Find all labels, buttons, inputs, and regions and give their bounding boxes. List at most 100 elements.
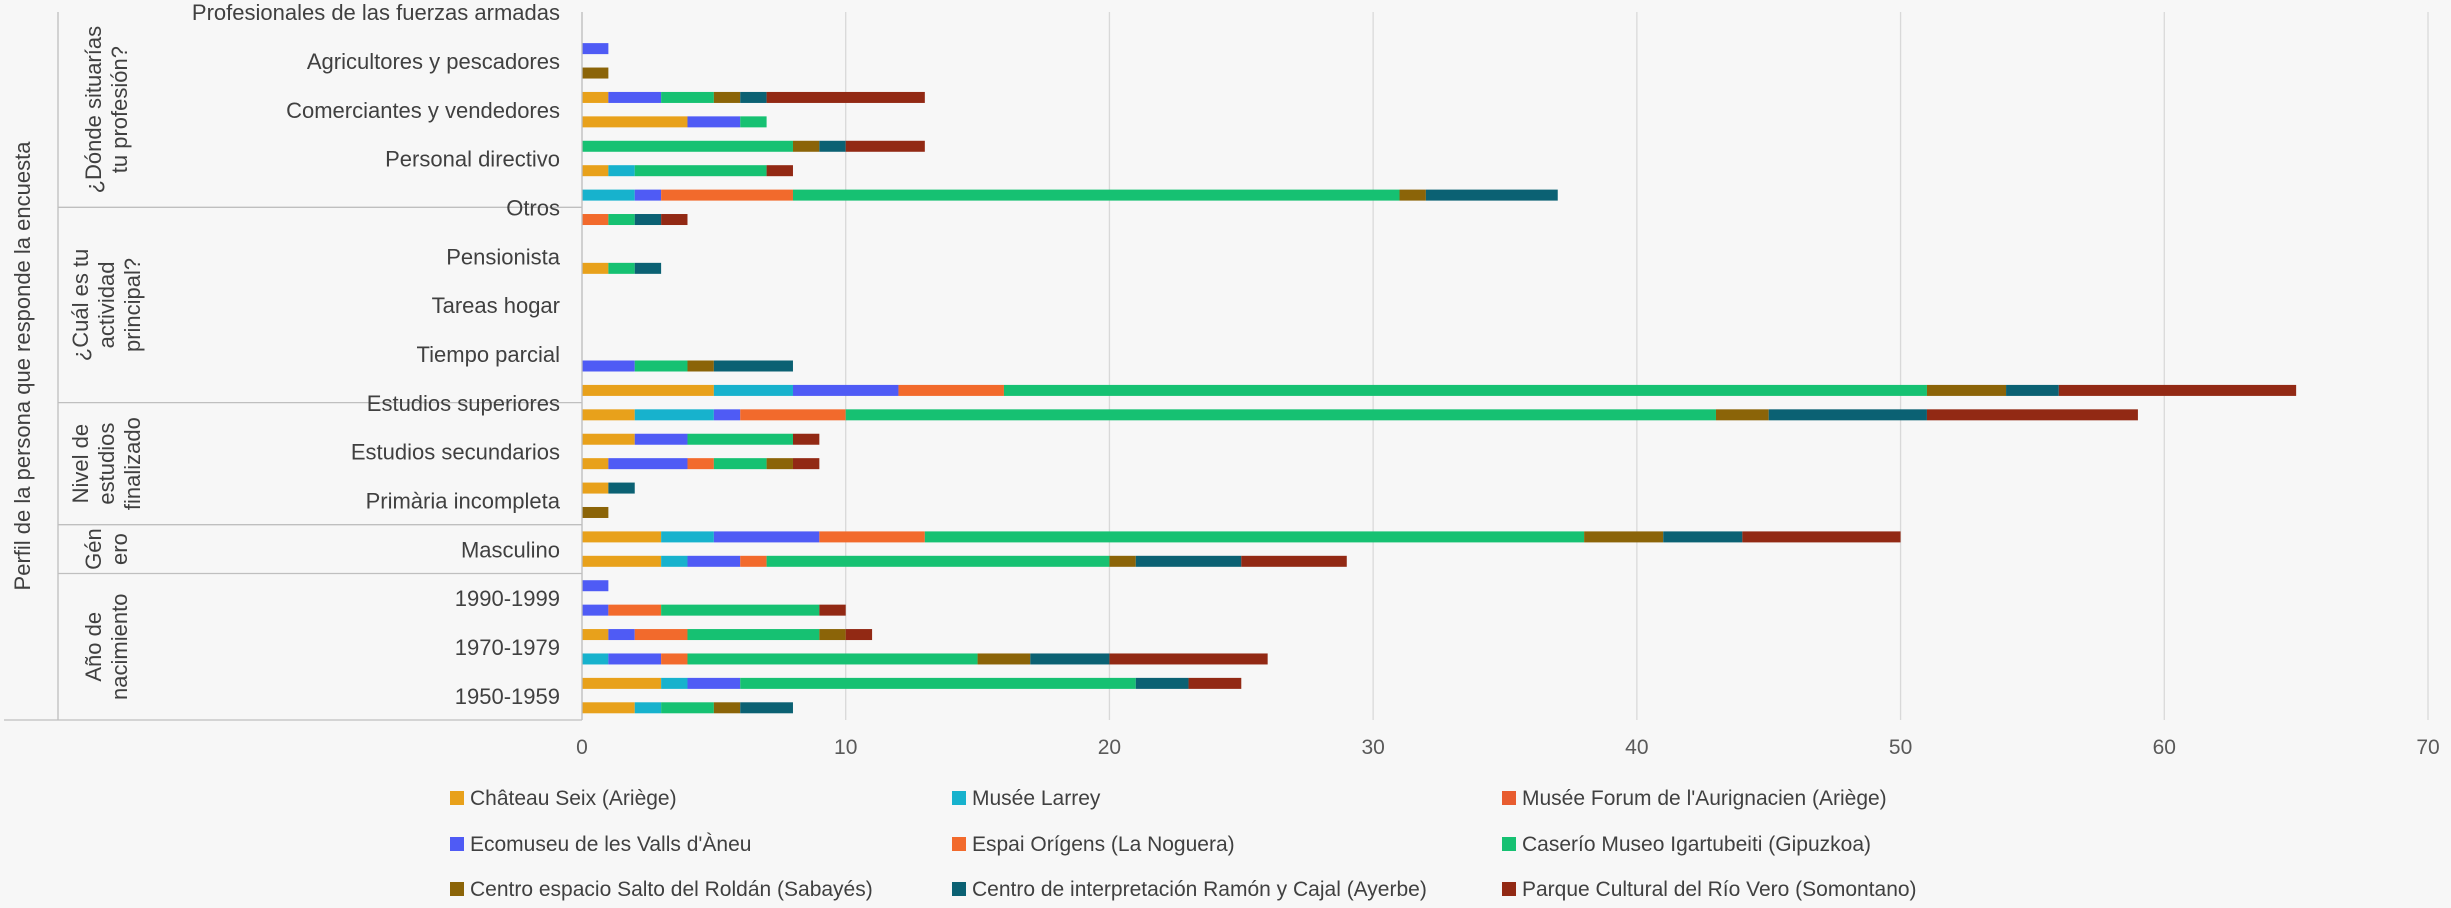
bar-row18-series8 bbox=[792, 458, 820, 470]
bar-row26-series5 bbox=[687, 653, 978, 665]
bar-row16-series4 bbox=[740, 409, 846, 421]
bar-row7-series4 bbox=[661, 189, 793, 201]
bar-row22-series6 bbox=[1109, 555, 1136, 567]
group-label-1: ¿Cuál es tuactividadprincipal? bbox=[68, 249, 145, 362]
bar-row21-series4 bbox=[819, 531, 925, 543]
bar-row18-series6 bbox=[766, 458, 793, 470]
bar-row25-series5 bbox=[687, 629, 820, 641]
bar-row22-series3 bbox=[687, 555, 741, 567]
bar-row7-series6 bbox=[1399, 189, 1426, 201]
bar-row16-series8 bbox=[1926, 409, 2138, 421]
legend-item-7: Centro de interpretación Ramón y Cajal (… bbox=[952, 878, 1427, 901]
bar-row15-series5 bbox=[1003, 384, 1927, 396]
bar-row7-series7 bbox=[1425, 189, 1558, 201]
bar-row5-series7 bbox=[819, 140, 846, 152]
legend-label-8: Parque Cultural del Río Vero (Somontano) bbox=[1522, 878, 1917, 901]
x-tick-label-2: 20 bbox=[1098, 736, 1121, 759]
legend-item-1: Musée Larrey bbox=[952, 787, 1101, 810]
bar-row27-series0 bbox=[582, 677, 662, 689]
bar-row16-series3 bbox=[713, 409, 741, 421]
bar-row3-series6 bbox=[713, 91, 741, 103]
bar-row16-series0 bbox=[582, 409, 635, 421]
bar-row6-series1 bbox=[608, 165, 635, 177]
bar-row26-series3 bbox=[608, 653, 662, 665]
bar-row25-series8 bbox=[845, 629, 873, 641]
bar-row8-series5 bbox=[608, 214, 635, 226]
legend-swatch-4 bbox=[952, 837, 966, 851]
bar-row25-series4 bbox=[634, 629, 688, 641]
bar-row21-series6 bbox=[1584, 531, 1664, 543]
bar-row4-series0 bbox=[582, 116, 688, 128]
bar-row5-series8 bbox=[845, 140, 925, 152]
bar-row7-series5 bbox=[792, 189, 1400, 201]
bar-row28-series5 bbox=[661, 702, 714, 714]
bar-row25-series3 bbox=[608, 629, 635, 641]
row-label-22: Masculino bbox=[461, 537, 560, 562]
category-dividers bbox=[4, 12, 583, 721]
bar-row26-series6 bbox=[977, 653, 1031, 665]
legend-item-5: Caserío Museo Igartubeiti (Gipuzkoa) bbox=[1502, 833, 1871, 856]
bar-row22-series8 bbox=[1241, 555, 1347, 567]
bar-row4-series5 bbox=[740, 116, 767, 128]
bar-row24-series4 bbox=[608, 604, 662, 616]
legend-label-2: Musée Forum de l'Aurignacien (Ariège) bbox=[1522, 787, 1887, 810]
bar-row15-series3 bbox=[792, 384, 899, 396]
bar-row22-series1 bbox=[661, 555, 688, 567]
legend-swatch-8 bbox=[1502, 882, 1516, 896]
legend-swatch-3 bbox=[450, 837, 464, 851]
bar-row2-series6 bbox=[582, 67, 609, 79]
bar-row15-series0 bbox=[582, 384, 714, 396]
row-label-10: Pensionista bbox=[446, 244, 561, 269]
legend-swatch-6 bbox=[450, 882, 464, 896]
bar-row27-series3 bbox=[687, 677, 741, 689]
bar-row15-series1 bbox=[713, 384, 793, 396]
legend-item-6: Centro espacio Salto del Roldán (Sabayés… bbox=[450, 878, 873, 901]
row-label-4: Comerciantes y vendedores bbox=[286, 98, 560, 123]
outer-axis-label: Perfil de la persona que responde la enc… bbox=[10, 141, 35, 591]
gridlines bbox=[581, 12, 2429, 720]
bar-row25-series6 bbox=[819, 629, 846, 641]
bar-row28-series6 bbox=[713, 702, 741, 714]
x-tick-label-1: 10 bbox=[834, 736, 857, 759]
bar-row21-series5 bbox=[924, 531, 1585, 543]
row-label-20: Primària incompleta bbox=[366, 488, 561, 513]
bar-row21-series0 bbox=[582, 531, 662, 543]
bar-row16-series6 bbox=[1715, 409, 1769, 421]
row-label-28: 1950-1959 bbox=[455, 684, 560, 709]
bar-row27-series8 bbox=[1188, 677, 1242, 689]
bar-row4-series3 bbox=[687, 116, 741, 128]
bar-row18-series5 bbox=[713, 458, 767, 470]
x-tick-label-4: 40 bbox=[1625, 736, 1648, 759]
legend-label-0: Château Seix (Ariège) bbox=[470, 787, 677, 810]
bar-row19-series7 bbox=[608, 482, 635, 494]
bar-row21-series1 bbox=[661, 531, 714, 543]
legend-label-5: Caserío Museo Igartubeiti (Gipuzkoa) bbox=[1522, 833, 1871, 856]
legend-item-4: Espai Orígens (La Noguera) bbox=[952, 833, 1235, 856]
row-label-6: Personal directivo bbox=[385, 147, 560, 172]
bar-row10-series5 bbox=[608, 262, 635, 274]
row-label-24: 1990-1999 bbox=[455, 586, 560, 611]
x-axis-ticks: 0 10 20 30 40 50 60 70 bbox=[576, 736, 2440, 759]
bar-row10-series7 bbox=[634, 262, 662, 274]
bar-row16-series1 bbox=[634, 409, 714, 421]
bar-row24-series3 bbox=[582, 604, 609, 616]
row-label-16: Estudios superiores bbox=[367, 391, 560, 416]
group-label-3: Género bbox=[81, 528, 132, 570]
legend-label-6: Centro espacio Salto del Roldán (Sabayés… bbox=[470, 878, 873, 901]
x-tick-label-3: 30 bbox=[1361, 736, 1384, 759]
bar-row27-series7 bbox=[1135, 677, 1189, 689]
legend-item-8: Parque Cultural del Río Vero (Somontano) bbox=[1502, 878, 1917, 901]
bar-row10-series0 bbox=[582, 262, 609, 274]
bar-row5-series5 bbox=[582, 140, 793, 152]
legend-item-2: Musée Forum de l'Aurignacien (Ariège) bbox=[1502, 787, 1887, 810]
bar-row26-series7 bbox=[1030, 653, 1110, 665]
bar-row15-series8 bbox=[2058, 384, 2297, 396]
bar-row26-series8 bbox=[1109, 653, 1268, 665]
row-labels: Profesionales de las fuerzas armadas Agri… bbox=[192, 0, 561, 709]
legend-swatch-2 bbox=[1502, 791, 1516, 805]
bar-row28-series7 bbox=[740, 702, 793, 714]
bar-row25-series0 bbox=[582, 629, 609, 641]
bar-row15-series4 bbox=[898, 384, 1004, 396]
bar-row8-series8 bbox=[661, 214, 688, 226]
group-label-0: ¿Dónde situaríastu profesión? bbox=[81, 26, 132, 194]
